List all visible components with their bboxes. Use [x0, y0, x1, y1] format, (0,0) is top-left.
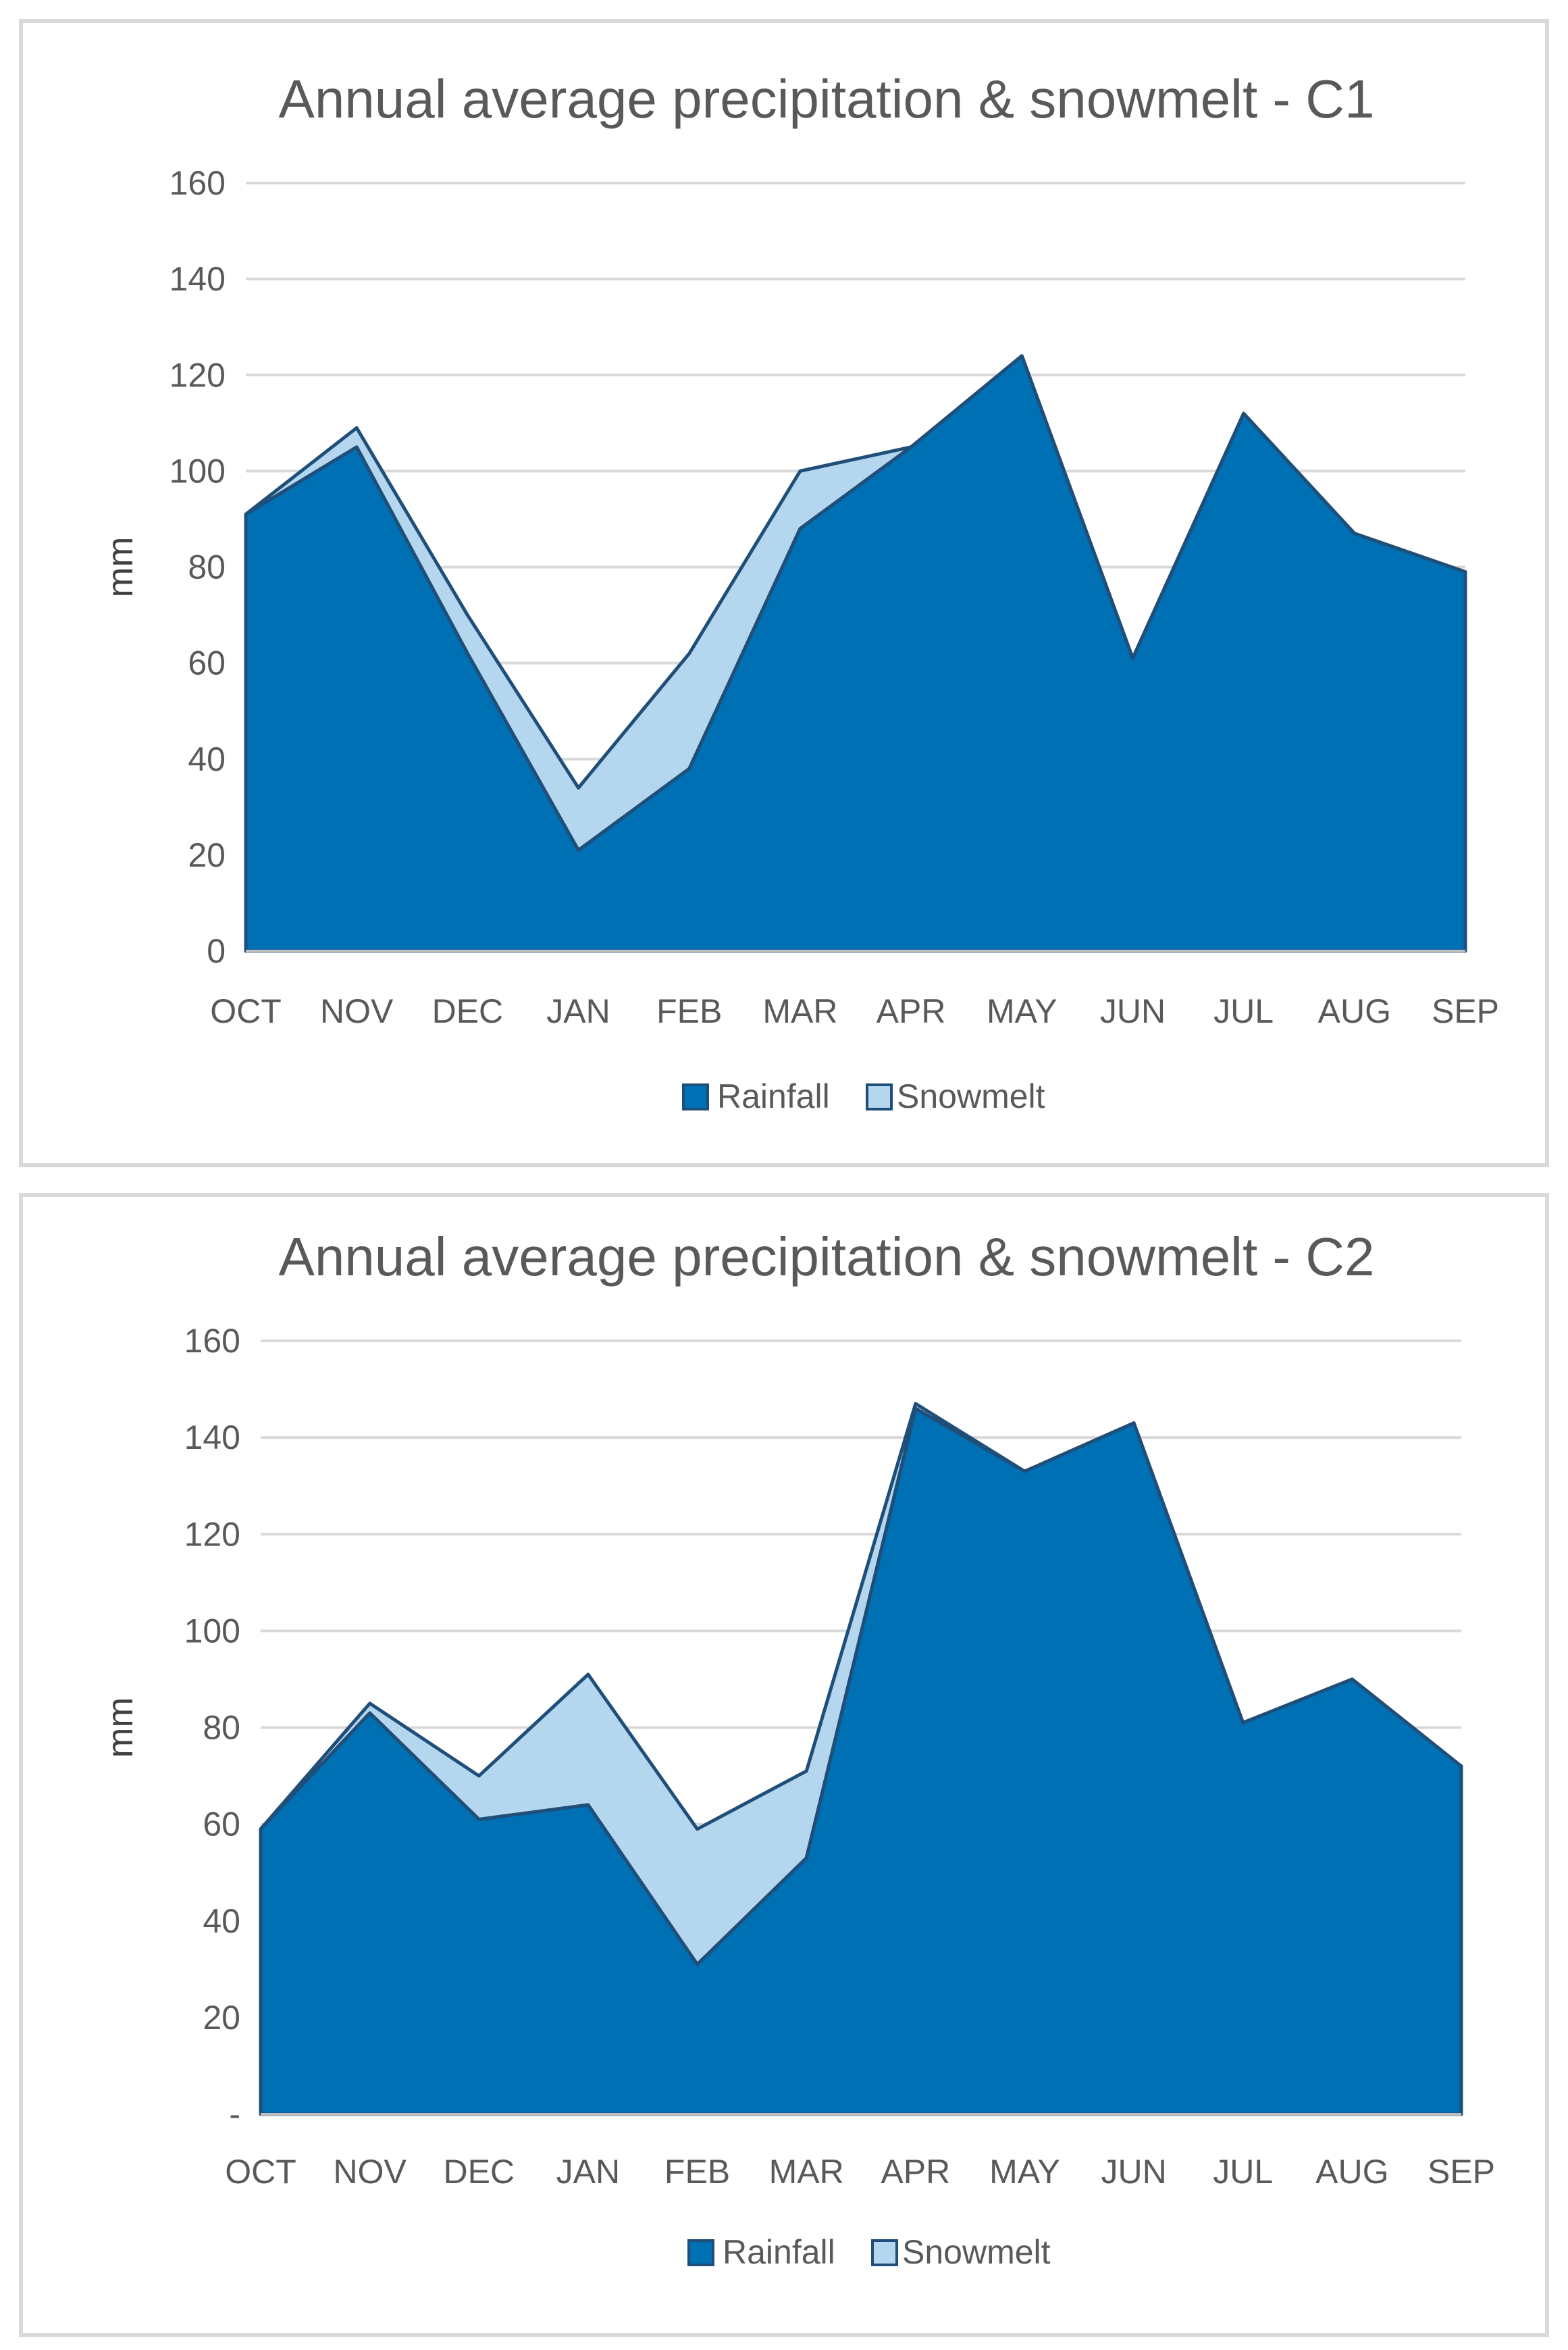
rainfall-point [477, 1818, 481, 1821]
rainfall-point [805, 1856, 808, 1860]
rainfall-point [586, 1804, 590, 1806]
y-tick-label: 140 [184, 1419, 240, 1456]
snowmelt-point [1351, 1677, 1354, 1681]
snowmelt-point [1023, 1470, 1026, 1473]
y-tick-label: 0 [207, 932, 226, 970]
x-tick-label: JUL [1213, 992, 1274, 1030]
y-tick-label: 80 [188, 548, 226, 586]
chart-title: Annual average precipitation & snowmelt … [278, 69, 1374, 129]
snowmelt-point [1460, 1764, 1463, 1768]
y-tick-label: 160 [169, 164, 226, 202]
snowmelt-point [466, 613, 469, 617]
rainfall-area [244, 354, 1467, 953]
x-tick-label: NOV [320, 992, 394, 1030]
legend-swatch-rainfall [687, 2239, 714, 2266]
chart-panel-c2: Annual average precipitation & snowmelt … [19, 1193, 1549, 2337]
x-tick-label: MAR [769, 2153, 844, 2191]
legend-label-snowmelt: Snowmelt [897, 1077, 1045, 1115]
chart-panel-c1: Annual average precipitation & snowmelt … [19, 19, 1549, 1167]
snowmelt-point [1242, 412, 1245, 415]
x-tick-label: JUN [1100, 992, 1166, 1030]
rainfall-point [687, 767, 691, 770]
y-tick-label: 20 [188, 836, 226, 874]
snowmelt-point [368, 1702, 371, 1705]
y-tick-label: 40 [188, 740, 226, 778]
x-tick-label: DEC [432, 992, 504, 1030]
x-tick-label: FEB [656, 992, 722, 1030]
snowmelt-point [355, 426, 359, 430]
x-tick-label: AUG [1315, 2153, 1388, 2191]
snowmelt-point [696, 1827, 699, 1831]
x-tick-label: SEP [1428, 2153, 1495, 2191]
x-tick-label: FEB [664, 2153, 730, 2191]
snowmelt-point [1241, 1721, 1245, 1725]
x-tick-label: OCT [210, 992, 282, 1030]
legend-label-rainfall: Rainfall [717, 1077, 830, 1115]
chart-c1: Annual average precipitation & snowmelt … [100, 69, 1499, 1115]
x-tick-label: APR [877, 992, 946, 1030]
y-tick-label: 80 [203, 1709, 240, 1747]
x-tick-label: OCT [225, 2153, 296, 2191]
legend-swatch-snowmelt [866, 1083, 893, 1110]
snowmelt-point [244, 513, 247, 516]
y-tick-label: 140 [169, 260, 226, 298]
x-tick-label: MAY [989, 2153, 1060, 2191]
x-tick-label: APR [881, 2153, 950, 2191]
y-tick-label: 100 [169, 452, 226, 490]
snowmelt-point [798, 469, 802, 473]
x-tick-label: MAY [987, 992, 1057, 1030]
snowmelt-point [805, 1769, 808, 1772]
y-tick-label: 120 [184, 1515, 240, 1553]
y-tick-label: 40 [203, 1902, 240, 1940]
rainfall-point [466, 652, 469, 655]
legend-label-rainfall: Rainfall [723, 2233, 835, 2271]
chart-title: Annual average precipitation & snowmelt … [278, 1227, 1374, 1287]
x-tick-label: JAN [546, 992, 610, 1030]
snowmelt-point [914, 1402, 917, 1406]
x-tick-label: AUG [1318, 992, 1391, 1030]
x-tick-label: MAR [762, 992, 837, 1030]
y-tick-label: 60 [188, 644, 226, 682]
rainfall-point [914, 1407, 917, 1410]
y-tick-label: 160 [184, 1322, 240, 1360]
x-tick-label: SEP [1432, 992, 1499, 1030]
y-tick-label: 120 [169, 356, 226, 394]
snowmelt-point [586, 1672, 590, 1676]
legend-swatch-rainfall [682, 1083, 709, 1110]
snowmelt-point [1132, 1421, 1136, 1425]
snowmelt-point [1464, 570, 1467, 573]
snowmelt-point [577, 786, 580, 790]
y-axis-title: mm [100, 1697, 140, 1758]
rainfall-point [355, 445, 359, 449]
legend-label-snowmelt: Snowmelt [902, 2233, 1051, 2271]
snowmelt-point [1020, 354, 1024, 357]
snowmelt-point [477, 1774, 481, 1778]
snowmelt-point [1353, 532, 1356, 535]
y-axis-title: mm [100, 537, 140, 598]
rainfall-point [798, 527, 802, 530]
x-tick-label: JAN [556, 2153, 620, 2191]
x-tick-label: DEC [443, 2153, 515, 2191]
rainfall-point [368, 1712, 371, 1715]
x-tick-label: NOV [333, 2153, 407, 2191]
snowmelt-point [259, 1827, 262, 1831]
x-tick-label: JUN [1101, 2153, 1166, 2191]
y-tick-label: 100 [184, 1612, 240, 1650]
y-tick-label: 60 [203, 1806, 240, 1843]
snowmelt-point [910, 445, 913, 449]
y-tick-label: 20 [203, 1999, 240, 2037]
chart-c2: Annual average precipitation & snowmelt … [100, 1227, 1495, 2271]
rainfall-point [577, 848, 580, 852]
y-tick-label: - [229, 2095, 240, 2133]
x-tick-label: JUL [1213, 2153, 1273, 2191]
rainfall-point [696, 1963, 699, 1966]
snowmelt-point [687, 652, 691, 655]
legend-swatch-snowmelt [871, 2239, 898, 2266]
snowmelt-point [1131, 657, 1134, 660]
